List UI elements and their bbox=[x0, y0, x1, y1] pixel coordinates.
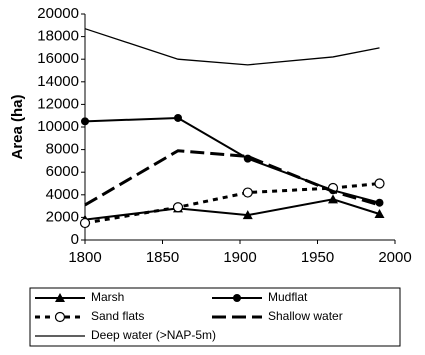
marker bbox=[374, 178, 385, 189]
x-tick-label: 1800 bbox=[68, 249, 101, 266]
y-tick-label: 0 bbox=[71, 231, 79, 248]
marker bbox=[328, 194, 338, 204]
marker bbox=[375, 198, 384, 207]
marker bbox=[79, 217, 91, 229]
legend-label: Mudflat bbox=[268, 290, 308, 304]
y-tick-label: 6000 bbox=[46, 163, 79, 180]
y-tick-label: 2000 bbox=[46, 208, 79, 225]
marker bbox=[242, 210, 253, 220]
legend-marker bbox=[54, 311, 66, 323]
legend-box bbox=[29, 287, 401, 347]
series-line bbox=[84, 149, 380, 207]
legend-label: Deep water (>NAP-5m) bbox=[91, 328, 216, 342]
series-line bbox=[84, 182, 380, 225]
x-tick-label: 1900 bbox=[223, 249, 256, 266]
marker bbox=[174, 113, 182, 122]
legend-marker bbox=[55, 293, 65, 302]
marker bbox=[242, 187, 253, 198]
legend-marker bbox=[233, 294, 241, 302]
legend-label: Sand flats bbox=[91, 309, 144, 323]
series-line bbox=[84, 28, 380, 66]
y-tick-label: 14000 bbox=[37, 73, 79, 90]
marker bbox=[374, 209, 385, 219]
y-tick-label: 4000 bbox=[46, 186, 79, 203]
x-tick-label: 1950 bbox=[301, 249, 334, 266]
marker bbox=[243, 154, 252, 163]
y-tick-label: 18000 bbox=[37, 28, 79, 45]
x-tick-label: 2000 bbox=[378, 249, 411, 266]
y-tick-label: 12000 bbox=[37, 95, 79, 112]
y-tick-label: 20000 bbox=[37, 5, 79, 22]
marker bbox=[172, 202, 184, 213]
legend-label: Marsh bbox=[91, 290, 124, 304]
marker bbox=[81, 117, 89, 126]
y-tick-label: 10000 bbox=[37, 118, 79, 135]
legend-label: Shallow water bbox=[268, 309, 343, 323]
y-tick-label: 8000 bbox=[46, 141, 79, 158]
x-tick-label: 1850 bbox=[146, 249, 179, 266]
y-tick-label: 16000 bbox=[37, 50, 79, 67]
y-axis-label: Area (ha) bbox=[9, 94, 26, 159]
